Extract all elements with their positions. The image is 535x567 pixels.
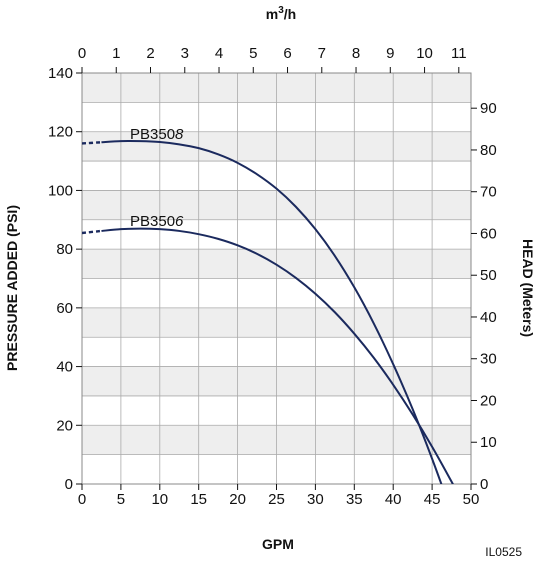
x-axis-title: GPM [262,536,294,552]
x-top-tick-label: 5 [249,45,257,62]
curve-dashed-1 [82,229,102,235]
y-right-tick-label: 60 [480,225,497,242]
series-label-pb3506: PB3506 [130,213,184,230]
x-top-tick-label: 10 [416,45,433,62]
x-top-tick-label: 3 [181,45,189,62]
y-right-axis-title: HEAD (Meters) [520,239,535,337]
curve-dashed-0 [82,141,102,145]
x-top-tick-label: 8 [352,45,360,62]
x-top-tick-label: 1 [112,45,120,62]
y-tick-label: 120 [48,124,73,141]
curve-pb3508 [101,139,443,484]
x-tick-label: 35 [346,491,363,508]
y-right-tick-label: 90 [480,100,497,117]
x-tick-label: 50 [463,491,480,508]
x-top-tick-label: 4 [215,45,223,62]
y-tick-label: 0 [65,476,73,493]
x-tick-label: 0 [78,491,86,508]
y-right-tick-label: 30 [480,351,497,368]
x-top-tick-label: 7 [318,45,326,62]
y-tick-label: 40 [56,359,73,376]
x-tick-label: 15 [190,491,207,508]
y-right-tick-label: 40 [480,309,497,326]
curve-pb3506 [101,227,454,484]
y-right-tick-label: 80 [480,142,497,159]
x-tick-label: 5 [117,491,125,508]
y-right-tick-label: 0 [480,476,488,493]
y-right-tick-label: 70 [480,184,497,201]
y-tick-label: 20 [56,417,73,434]
y-tick-label: 100 [48,182,73,199]
x-top-tick-label: 2 [146,45,154,62]
curves [82,139,454,484]
x-top-tick-label: 6 [283,45,291,62]
y-tick-label: 80 [56,241,73,258]
x-tick-label: 10 [151,491,168,508]
y-right-tick-label: 20 [480,392,497,409]
chart-code-label: IL0525 [485,545,522,559]
x-top-tick-label: 9 [386,45,394,62]
y-right-tick-label: 10 [480,434,497,451]
x-tick-label: 20 [229,491,246,508]
x-tick-label: 30 [307,491,324,508]
series-label-pb3508: PB3508 [130,126,184,143]
x-tick-label: 45 [424,491,441,508]
x-tick-label: 40 [385,491,402,508]
top-axis-title: m3/h [266,5,296,22]
x-top-tick-label: 0 [78,45,86,62]
x-top-tick-label: 11 [451,45,467,62]
y-axis-title: PRESSURE ADDED (PSI) [4,205,20,371]
x-tick-label: 25 [268,491,285,508]
y-tick-label: 60 [56,300,73,317]
y-tick-label: 140 [48,65,73,82]
y-right-tick-label: 50 [480,267,497,284]
